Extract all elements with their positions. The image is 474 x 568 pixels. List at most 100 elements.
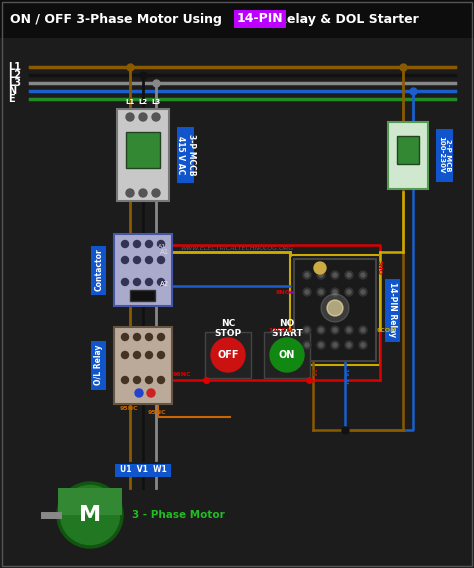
Text: 95NC: 95NC <box>120 406 138 411</box>
FancyBboxPatch shape <box>385 278 401 341</box>
Text: O/L Relay: O/L Relay <box>94 345 103 385</box>
Text: 8NO: 8NO <box>275 290 291 294</box>
Circle shape <box>147 389 155 397</box>
Text: 5NO: 5NO <box>377 261 382 275</box>
FancyBboxPatch shape <box>114 327 172 403</box>
Circle shape <box>146 278 153 286</box>
Circle shape <box>331 326 339 334</box>
Circle shape <box>333 273 337 277</box>
Circle shape <box>319 290 323 294</box>
Circle shape <box>157 240 164 248</box>
Text: N: N <box>8 86 16 96</box>
Circle shape <box>121 278 128 286</box>
Circle shape <box>319 343 323 347</box>
Circle shape <box>333 290 337 294</box>
Circle shape <box>303 341 311 349</box>
Circle shape <box>305 343 309 347</box>
Circle shape <box>305 290 309 294</box>
Text: NC: NC <box>221 319 235 328</box>
Circle shape <box>347 343 351 347</box>
Circle shape <box>126 189 134 197</box>
Circle shape <box>331 341 339 349</box>
Circle shape <box>347 328 351 332</box>
Circle shape <box>134 278 140 286</box>
Text: 95NC: 95NC <box>148 410 167 415</box>
Circle shape <box>152 113 160 121</box>
Circle shape <box>361 290 365 294</box>
Text: 13-L: 13-L <box>310 368 316 383</box>
Text: L1: L1 <box>8 62 21 72</box>
Circle shape <box>270 338 304 372</box>
Circle shape <box>157 377 164 383</box>
Text: 96NC: 96NC <box>173 373 191 378</box>
Text: E: E <box>8 94 15 104</box>
FancyBboxPatch shape <box>177 127 194 183</box>
Circle shape <box>317 271 325 279</box>
Circle shape <box>327 300 343 316</box>
Circle shape <box>157 352 164 358</box>
FancyBboxPatch shape <box>397 136 419 164</box>
Circle shape <box>121 333 128 340</box>
FancyBboxPatch shape <box>91 340 107 390</box>
Circle shape <box>134 352 140 358</box>
Circle shape <box>317 341 325 349</box>
Text: 3 - Phase Motor: 3 - Phase Motor <box>132 510 225 520</box>
Text: 12COM: 12COM <box>268 328 293 332</box>
Text: OFF: OFF <box>217 350 239 360</box>
FancyBboxPatch shape <box>388 122 428 189</box>
Circle shape <box>345 271 353 279</box>
Text: START: START <box>271 328 303 337</box>
Circle shape <box>135 389 143 397</box>
Text: Relay & DOL Starter: Relay & DOL Starter <box>273 12 419 26</box>
FancyBboxPatch shape <box>126 132 160 168</box>
Text: WWW.ELECTRICALTECHNOLOG.ORG: WWW.ELECTRICALTECHNOLOG.ORG <box>181 245 293 250</box>
Circle shape <box>126 113 134 121</box>
Circle shape <box>345 341 353 349</box>
Text: L2: L2 <box>8 70 21 80</box>
Circle shape <box>359 288 367 296</box>
Circle shape <box>305 273 309 277</box>
Circle shape <box>139 113 147 121</box>
Text: 14-PIN Relay: 14-PIN Relay <box>389 282 398 337</box>
Text: L1: L1 <box>126 99 135 105</box>
Circle shape <box>134 257 140 264</box>
Text: 9COM: 9COM <box>377 328 398 332</box>
Circle shape <box>345 326 353 334</box>
Circle shape <box>303 288 311 296</box>
Text: Contactor: Contactor <box>94 249 103 291</box>
Text: ON / OFF 3-Phase Motor Using: ON / OFF 3-Phase Motor Using <box>10 12 226 26</box>
Circle shape <box>152 189 160 197</box>
Circle shape <box>139 189 147 197</box>
Circle shape <box>134 333 140 340</box>
Text: A1: A1 <box>160 249 169 255</box>
FancyBboxPatch shape <box>0 0 474 38</box>
FancyBboxPatch shape <box>91 245 107 294</box>
Circle shape <box>146 257 153 264</box>
Circle shape <box>157 333 164 340</box>
Circle shape <box>305 328 309 332</box>
Circle shape <box>121 257 128 264</box>
Circle shape <box>361 343 365 347</box>
Text: A2: A2 <box>160 281 169 287</box>
Text: 2-P MCB
100-230V: 2-P MCB 100-230V <box>438 136 452 174</box>
Circle shape <box>121 352 128 358</box>
Circle shape <box>146 333 153 340</box>
FancyBboxPatch shape <box>205 332 251 378</box>
FancyBboxPatch shape <box>264 332 310 378</box>
Circle shape <box>121 240 128 248</box>
Circle shape <box>157 278 164 286</box>
Circle shape <box>347 290 351 294</box>
Circle shape <box>359 271 367 279</box>
Circle shape <box>211 338 245 372</box>
Text: A2: A2 <box>160 281 169 287</box>
Text: STOP: STOP <box>214 328 242 337</box>
FancyBboxPatch shape <box>114 234 172 306</box>
FancyBboxPatch shape <box>115 463 171 477</box>
Circle shape <box>303 326 311 334</box>
Text: 14-N: 14-N <box>343 368 347 385</box>
Circle shape <box>317 288 325 296</box>
Circle shape <box>134 377 140 383</box>
Text: L3: L3 <box>151 99 161 105</box>
FancyBboxPatch shape <box>117 109 169 201</box>
Text: L2: L2 <box>138 99 147 105</box>
